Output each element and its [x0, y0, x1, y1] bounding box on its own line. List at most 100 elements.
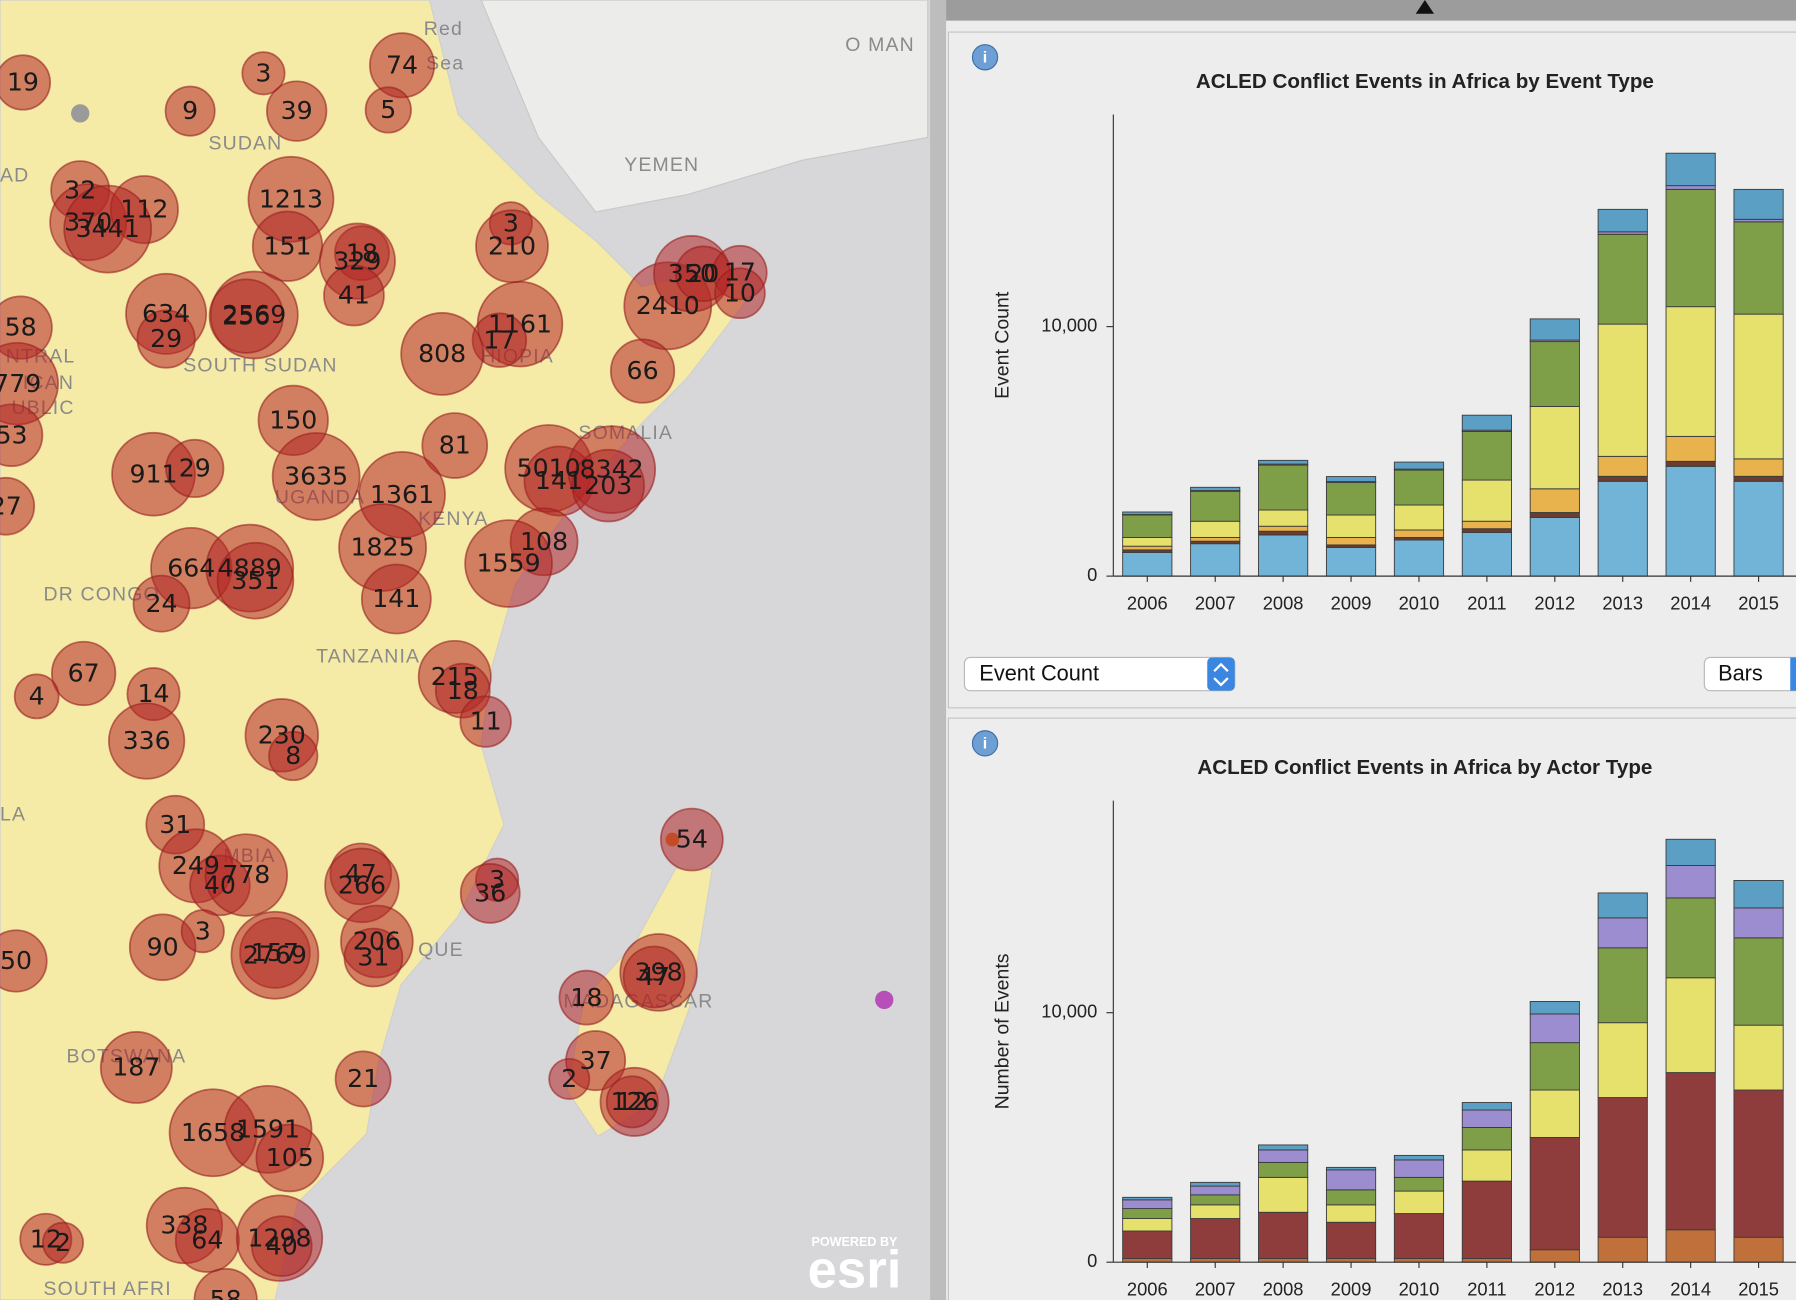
bar-segment — [1258, 1161, 1309, 1178]
bubble-label: 3 — [503, 208, 519, 237]
measure-dropdown[interactable]: Event Count — [963, 656, 1236, 692]
handle[interactable] — [1415, 0, 1435, 14]
x-tick-label: 2014 — [1670, 1279, 1711, 1300]
bubble-label: 81 — [439, 431, 471, 460]
bar-segment — [1665, 435, 1716, 462]
bubble-label: 9 — [182, 96, 198, 125]
bar-segment — [1190, 543, 1241, 577]
bar-segment — [1393, 1176, 1445, 1192]
bar-segment — [1733, 475, 1784, 482]
bubble-label: 8342 — [580, 455, 644, 484]
bubble-label: 108 — [520, 527, 568, 556]
bar-segment — [1258, 459, 1309, 465]
esri-logo: esri — [808, 1241, 902, 1300]
bubble-label: 151 — [263, 231, 311, 260]
event-bubble — [334, 1050, 392, 1108]
x-tick-label: 2014 — [1670, 593, 1711, 614]
place-label: SOUTH AFRI — [44, 1278, 172, 1300]
event-bubble — [165, 438, 225, 499]
bubble-label: 112 — [120, 195, 168, 224]
event-bubble — [622, 945, 686, 1009]
bubble-label: 11 — [470, 707, 502, 736]
event-bubble — [13, 673, 60, 720]
event-bubble — [230, 910, 320, 1000]
bubble-label: 2769 — [243, 940, 307, 969]
event-bubble — [0, 403, 44, 468]
event-bubble — [266, 80, 328, 142]
info-icon[interactable]: i — [971, 730, 999, 757]
bubble-label: 50 — [0, 946, 32, 975]
x-tick-label: 2011 — [1467, 1279, 1506, 1300]
bar-segment — [1258, 509, 1309, 527]
bar-segment — [1529, 517, 1580, 577]
bubble-label: 398 — [635, 958, 683, 987]
bar-segment — [1122, 514, 1173, 538]
bar-segment — [1190, 486, 1241, 492]
bubble-label: 37 — [580, 1046, 612, 1075]
bubble-label: 141 — [535, 466, 583, 495]
bar-segment — [1122, 1218, 1173, 1232]
bubble-label: 1559 — [477, 549, 541, 578]
bubble-label: 2569 — [222, 300, 286, 329]
event-bubble — [714, 267, 766, 320]
splitter[interactable] — [930, 0, 947, 1300]
event-bubble — [548, 1057, 591, 1100]
bubble-label: 29 — [150, 324, 182, 353]
bubble-label: 150 — [269, 405, 317, 434]
marker[interactable] — [71, 104, 90, 123]
bar-segment — [1597, 1022, 1648, 1098]
x-tick-label: 2010 — [1399, 1279, 1440, 1300]
header-bar — [946, 0, 1796, 21]
bubble-label: 74 — [386, 50, 418, 79]
x-tick-label: 2013 — [1602, 1279, 1643, 1300]
bubble-label: 1298 — [247, 1223, 311, 1252]
y-tick-label: 0 — [1087, 1250, 1097, 1271]
event-bubble — [323, 264, 385, 327]
marker[interactable] — [875, 990, 894, 1010]
arabia — [480, 0, 929, 213]
bubble-label: 215 — [431, 662, 479, 691]
bar-segment — [1258, 534, 1309, 577]
place-label: DR CONGO — [44, 584, 160, 606]
bar-segment — [1325, 482, 1377, 516]
bar-segment — [1122, 545, 1173, 551]
bar-segment — [1393, 461, 1445, 470]
info-icon[interactable]: i — [971, 44, 999, 71]
bar-segment — [1665, 185, 1716, 190]
bubble-label: 779 — [0, 369, 41, 398]
bubble-label: 4889 — [218, 553, 282, 582]
event-bubble — [459, 695, 512, 748]
x-tick-label: 2008 — [1263, 593, 1304, 614]
bubble-label: 126 — [611, 1087, 659, 1116]
bar-segment — [1190, 1181, 1241, 1187]
view-button[interactable]: Bars — [1703, 656, 1796, 692]
bar-segment — [1258, 1176, 1309, 1213]
bubble-label: 18 — [447, 676, 479, 705]
x-tick-label: 2013 — [1602, 593, 1643, 614]
x-tick-label: 2012 — [1534, 593, 1575, 614]
bar-segment — [1529, 1136, 1580, 1251]
place-label: SOUTH SUDAN — [183, 355, 337, 377]
event-bubble — [605, 1075, 659, 1129]
event-bubble — [241, 51, 286, 96]
x-tick-label: 2015 — [1738, 593, 1779, 614]
bar-segment — [1529, 1089, 1580, 1138]
bubble-label: 141 — [372, 584, 420, 613]
x-tick-label: 2009 — [1331, 1279, 1372, 1300]
bar-segment — [1529, 1001, 1580, 1015]
bubble-label: 20 — [687, 259, 719, 288]
bubble-label: 31 — [357, 943, 389, 972]
bar-segment — [1529, 512, 1580, 518]
bubble-label: 1825 — [351, 533, 415, 562]
event-bubble — [108, 702, 186, 780]
bubble-label: 31 — [159, 810, 191, 839]
bar-segment — [1665, 306, 1716, 437]
x-tick-label: 2008 — [1263, 1279, 1304, 1300]
bar-segment — [1529, 1042, 1580, 1091]
bar-segment — [1190, 490, 1241, 522]
bubble-label: 53 — [0, 420, 28, 449]
bubble-label: 249 — [172, 851, 220, 880]
bar-segment — [1122, 1208, 1173, 1219]
bubble-label: 21 — [347, 1064, 379, 1093]
